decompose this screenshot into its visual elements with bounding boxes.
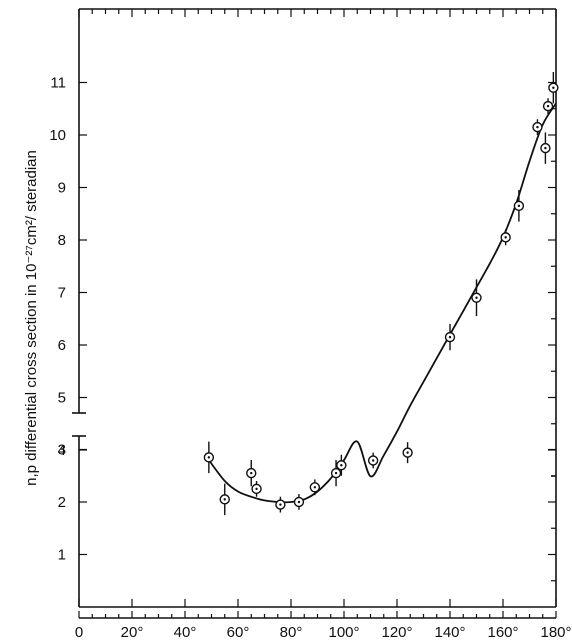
- data-point-layer: [203, 72, 559, 516]
- data-point: [540, 132, 551, 164]
- data-point-center: [544, 146, 547, 150]
- x-tick-label: 100°: [328, 624, 359, 641]
- data-point: [532, 119, 543, 135]
- y-tick-label: 9: [58, 180, 66, 197]
- x-tick-label: 20°: [121, 624, 144, 641]
- data-point-center: [334, 471, 338, 475]
- x-tick-label: 0: [75, 624, 83, 641]
- y-tick-label: 7: [58, 285, 66, 302]
- data-point-center: [250, 471, 253, 475]
- data-point-center: [517, 204, 521, 208]
- y-axis-label: n,p differential cross section in 10⁻²⁷c…: [23, 150, 40, 486]
- data-point: [293, 494, 305, 510]
- data-point-center: [504, 236, 507, 239]
- data-point: [219, 483, 230, 516]
- data-point-center: [475, 296, 478, 299]
- data-point: [330, 460, 342, 487]
- y-tick-label: 6: [58, 337, 66, 354]
- data-point: [542, 98, 554, 114]
- data-point-center: [255, 487, 258, 491]
- data-point-center: [207, 456, 211, 459]
- data-point: [203, 441, 215, 474]
- y-tick-label: 10: [49, 127, 66, 144]
- data-point: [367, 452, 379, 469]
- data-point-center: [279, 503, 282, 506]
- data-point-center: [448, 335, 452, 339]
- y-tick-label: 8: [58, 232, 66, 249]
- data-point: [336, 454, 347, 476]
- data-point-center: [223, 498, 226, 501]
- data-point-center: [546, 104, 550, 108]
- data-point: [513, 190, 525, 222]
- data-point-center: [406, 451, 409, 454]
- y-tick-label: 1: [58, 547, 66, 564]
- data-point-center: [371, 459, 375, 462]
- x-tick-label: 120°: [381, 624, 412, 641]
- fit-curve-layer: [208, 103, 557, 504]
- tick-layer: 0 20° 40° 60° 80° 100° 120° 140° 160° 180° 1 2 34 5 6 7…: [49, 9, 572, 641]
- data-point: [246, 460, 257, 487]
- data-point: [471, 279, 482, 317]
- data-point: [444, 324, 456, 351]
- data-point-center: [297, 500, 301, 504]
- data-point: [275, 496, 286, 513]
- data-point: [309, 479, 321, 496]
- data-point: [548, 72, 559, 104]
- x-tick-label: 80°: [280, 624, 303, 641]
- axis-break-gap: [75, 413, 85, 436]
- data-point-center: [552, 86, 555, 89]
- y-tick-label: 2: [58, 494, 66, 511]
- y-tick-label: 4: [58, 442, 66, 459]
- data-point-center: [313, 486, 317, 489]
- data-point: [500, 229, 511, 246]
- y-tick-label: 3: [58, 442, 66, 459]
- data-point: [251, 481, 262, 497]
- data-point-center: [340, 464, 343, 467]
- fit-curve: [208, 103, 557, 504]
- y-tick-label: 11: [50, 75, 66, 92]
- data-point: [402, 442, 413, 464]
- x-tick-label: 180°: [540, 624, 571, 641]
- y-tick-label: 5: [58, 390, 66, 407]
- x-tick-label: 160°: [487, 624, 518, 641]
- x-tick-label: 40°: [174, 624, 197, 641]
- x-tick-label: 60°: [227, 624, 250, 641]
- data-point-center: [536, 125, 539, 129]
- x-tick-label: 140°: [434, 624, 465, 641]
